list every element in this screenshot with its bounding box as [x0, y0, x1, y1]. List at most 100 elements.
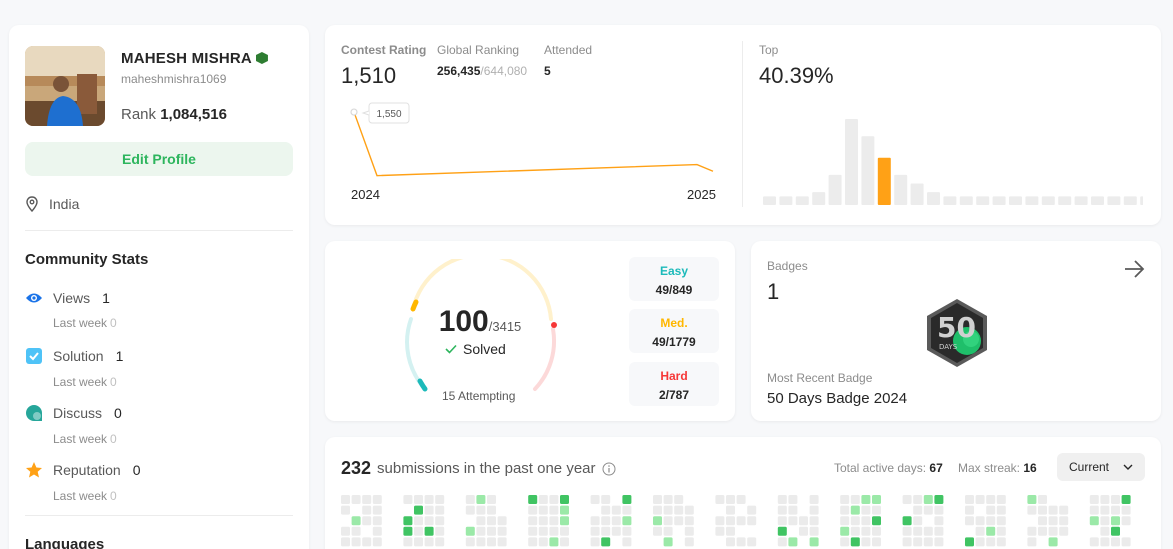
heatmap-cell [590, 495, 600, 504]
submission-heatmap[interactable] [341, 495, 1151, 549]
50-days-badge-icon[interactable]: 50 DAYS [923, 297, 991, 369]
heatmap-cell [996, 495, 1006, 504]
community-stats-title: Community Stats [25, 251, 149, 268]
heatmap-cell [1089, 516, 1099, 526]
heatmap-cell [986, 537, 996, 547]
user-handle: maheshmishra1069 [121, 72, 227, 86]
heatmap-cell [684, 505, 694, 515]
heatmap-cell [975, 537, 985, 547]
heatmap-cell [996, 516, 1006, 526]
badges-count: Badges 1 [767, 259, 808, 304]
difficulty-hard[interactable]: Hard 2/787 [629, 362, 719, 406]
heatmap-cell [549, 526, 559, 536]
info-icon[interactable] [602, 462, 616, 476]
histogram-bar [894, 174, 908, 205]
heatmap-cell [528, 495, 538, 504]
edit-profile-button[interactable]: Edit Profile [25, 142, 293, 176]
heatmap-cell [414, 526, 423, 536]
heatmap-cell [850, 516, 860, 526]
heatmap-cell [487, 495, 496, 504]
heatmap-cell [913, 537, 923, 547]
histogram-bar [795, 196, 809, 205]
heatmap-cell [403, 526, 413, 536]
heatmap-cell [850, 495, 860, 504]
heatmap-cell [653, 516, 662, 526]
heatmap-cell [726, 537, 735, 547]
heatmap-cell [372, 537, 382, 547]
heatmap-cell [934, 495, 944, 504]
heatmap-cell [538, 495, 548, 504]
heatmap-cell [986, 526, 996, 536]
heatmap-cell [1121, 537, 1131, 547]
solved-card: 100/3415 Solved 15 Attempting Easy 49/84… [325, 241, 735, 421]
rating-tooltip-arrow [361, 110, 370, 116]
histogram-bar [861, 136, 875, 205]
difficulty-medium[interactable]: Med. 49/1779 [629, 309, 719, 353]
heatmap-cell [653, 495, 662, 504]
heatmap-cell [861, 495, 871, 504]
histogram-bar [1025, 196, 1039, 205]
rating-line-chart[interactable]: 1,550 2024 2025 [341, 95, 721, 207]
heatmap-cell [611, 505, 621, 515]
heatmap-cell [362, 495, 372, 504]
divider [25, 515, 293, 516]
heatmap-cell [497, 526, 507, 536]
heatmap-cell [1089, 537, 1099, 547]
heatmap-cell [560, 505, 569, 515]
heatmap-cell [902, 495, 912, 504]
arrow-right-icon[interactable] [1123, 259, 1145, 279]
difficulty-easy[interactable]: Easy 49/849 [629, 257, 719, 301]
histogram-bar [763, 196, 776, 205]
histogram-bar [976, 196, 990, 205]
heatmap-cell [601, 537, 611, 547]
divider [742, 41, 743, 207]
heatmap-cell [788, 495, 798, 504]
attended: Attended 5 [544, 43, 593, 78]
heatmap-cell [560, 516, 569, 526]
year-dropdown[interactable]: Current [1057, 453, 1145, 481]
user-name: MAHESH MISHRA [121, 50, 268, 67]
heatmap-cell [777, 495, 787, 504]
heatmap-cell [549, 495, 559, 504]
heatmap-cell [965, 516, 974, 526]
heatmap-cell [601, 516, 611, 526]
heatmap-cell [487, 516, 496, 526]
heatmap-cell [809, 537, 819, 547]
solved-progress-ring[interactable] [399, 259, 559, 403]
heatmap-cell [1100, 495, 1110, 504]
top-percent: Top 40.39% [759, 43, 834, 88]
top-histogram[interactable] [759, 109, 1143, 207]
heatmap-cell [497, 516, 507, 526]
user-rank: Rank 1,084,516 [121, 106, 227, 123]
active-days: Total active days: 67 [834, 461, 943, 475]
heatmap-cell [872, 495, 881, 504]
solved-label: Solved [445, 341, 506, 357]
heatmap-cell [861, 537, 871, 547]
heatmap-cell [465, 505, 475, 515]
heatmap-cell [923, 526, 933, 536]
heatmap-cell [653, 526, 662, 536]
heatmap-cell [934, 537, 944, 547]
heatmap-cell [528, 505, 538, 515]
heatmap-cell [934, 516, 944, 526]
heatmap-cell [840, 537, 850, 547]
heatmap-cell [622, 526, 632, 536]
heatmap-cell [424, 495, 434, 504]
heatmap-cell [403, 537, 413, 547]
heatmap-cell [435, 516, 445, 526]
heatmap-cell [528, 526, 538, 536]
heatmap-cell [601, 526, 611, 536]
heatmap-cell [435, 495, 445, 504]
heatmap-cell [341, 495, 350, 504]
heatmap-cell [341, 505, 350, 515]
heatmap-cell [341, 526, 350, 536]
heatmap-cell [996, 526, 1006, 536]
histogram-bar [1107, 196, 1121, 205]
heatmap-cell [435, 537, 445, 547]
histogram-bar [1009, 196, 1022, 205]
heatmap-cell [538, 537, 548, 547]
avatar[interactable] [25, 46, 105, 126]
heatmap-cell [913, 505, 923, 515]
heatmap-cell [1089, 505, 1099, 515]
heatmap-cell [747, 516, 757, 526]
